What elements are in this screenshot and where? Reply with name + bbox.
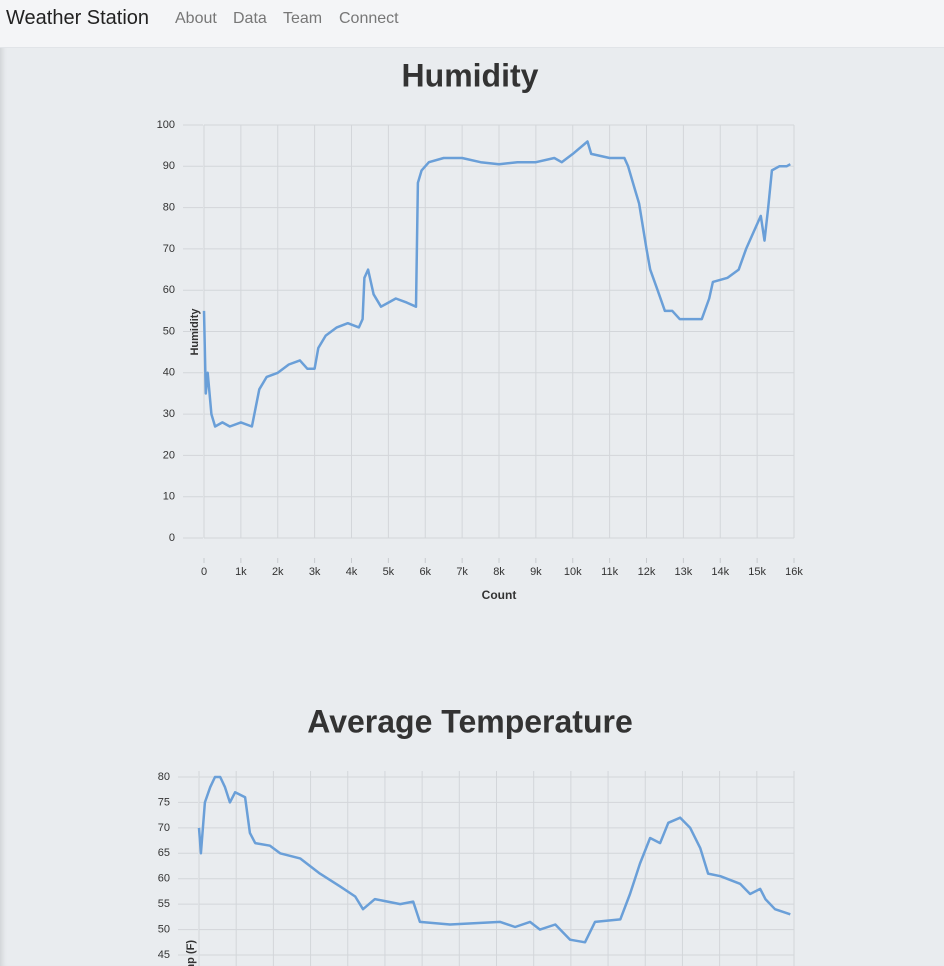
y-tick-label: 10 — [163, 491, 175, 503]
y-axis-label: Humidity — [189, 308, 201, 356]
y-tick-label: 60 — [158, 873, 170, 885]
y-tick-label: 40 — [163, 367, 175, 379]
brand[interactable]: Weather Station — [6, 7, 150, 29]
x-tick-label: 10k — [564, 566, 582, 578]
y-tick-label: 100 — [157, 119, 175, 131]
y-tick-label: 80 — [158, 771, 170, 783]
y-tick-label: 65 — [158, 847, 170, 859]
data-line — [202, 140, 791, 428]
nav-link[interactable]: Connect — [339, 10, 399, 27]
y-tick-label: 30 — [163, 408, 175, 420]
nav-link[interactable]: About — [175, 10, 217, 27]
x-tick-label: 7k — [456, 566, 468, 578]
chart-title: Average Temperature — [307, 703, 632, 739]
y-tick-label: 80 — [163, 202, 175, 214]
x-tick-label: 14k — [711, 566, 729, 578]
x-tick-label: 9k — [530, 566, 542, 578]
y-tick-label: 70 — [163, 243, 175, 255]
data-line — [197, 775, 791, 944]
y-tick-label: 45 — [158, 949, 170, 961]
x-tick-label: 5k — [383, 566, 395, 578]
y-axis-label: Temp (F) — [185, 940, 197, 966]
y-tick-label: 70 — [158, 822, 170, 834]
chart-title: Humidity — [402, 57, 539, 93]
nav-link[interactable]: Data — [233, 10, 267, 27]
y-tick-label: 20 — [163, 449, 175, 461]
x-tick-label: 1k — [235, 566, 247, 578]
x-tick-label: 12k — [638, 566, 656, 578]
x-tick-label: 6k — [419, 566, 431, 578]
x-tick-label: 11k — [601, 566, 618, 578]
y-tick-label: 90 — [163, 160, 175, 172]
x-tick-label: 16k — [785, 566, 803, 578]
x-tick-label: 3k — [309, 566, 321, 578]
y-tick-label: 50 — [158, 923, 170, 935]
x-tick-label: 8k — [493, 566, 505, 578]
y-tick-label: 55 — [158, 898, 170, 910]
x-tick-label: 2k — [272, 566, 284, 578]
x-tick-label: 0 — [201, 566, 207, 578]
x-tick-label: 4k — [346, 566, 358, 578]
x-tick-label: 15k — [748, 566, 766, 578]
x-tick-label: 13k — [675, 566, 693, 578]
y-tick-label: 60 — [163, 284, 175, 296]
x-axis-label: Count — [482, 588, 517, 602]
navbar: Weather Station About Data Team Connect — [0, 0, 944, 48]
nav-link[interactable]: Team — [283, 10, 323, 27]
y-tick-label: 50 — [163, 325, 175, 337]
y-tick-label: 75 — [158, 796, 170, 808]
y-tick-label: 0 — [169, 532, 175, 544]
